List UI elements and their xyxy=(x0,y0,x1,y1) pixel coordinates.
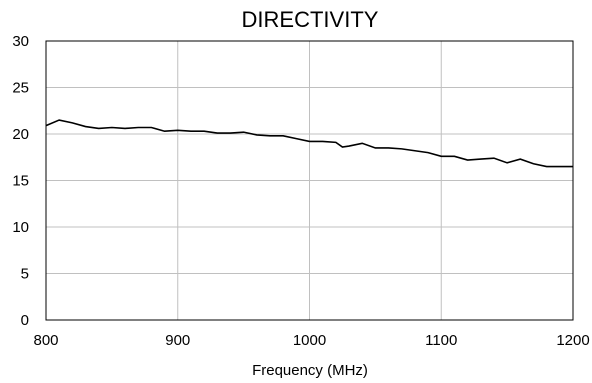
y-tick-label: 10 xyxy=(12,219,29,236)
directivity-line xyxy=(45,119,573,168)
plot-area xyxy=(45,40,574,321)
grid xyxy=(45,40,574,321)
series-group xyxy=(45,119,573,168)
chart-title: DIRECTIVITY xyxy=(242,7,379,32)
x-axis-label: Frequency (MHz) xyxy=(252,362,368,379)
y-tick-label: 5 xyxy=(21,266,29,283)
x-tick-label: 900 xyxy=(165,332,190,349)
x-tick-label: 800 xyxy=(33,332,58,349)
y-tick-label: 25 xyxy=(12,80,29,97)
x-axis-ticks: 800 900 1000 1100 1200 xyxy=(33,332,589,349)
y-tick-label: 0 xyxy=(21,312,29,329)
x-tick-label: 1100 xyxy=(425,332,457,349)
y-tick-label: 30 xyxy=(12,33,29,50)
x-tick-label: 1000 xyxy=(293,332,326,349)
y-tick-label: 15 xyxy=(12,173,29,190)
y-axis-ticks: 0 5 10 15 20 25 30 xyxy=(12,33,29,329)
y-tick-label: 20 xyxy=(12,126,29,143)
x-tick-label: 1200 xyxy=(556,332,589,349)
